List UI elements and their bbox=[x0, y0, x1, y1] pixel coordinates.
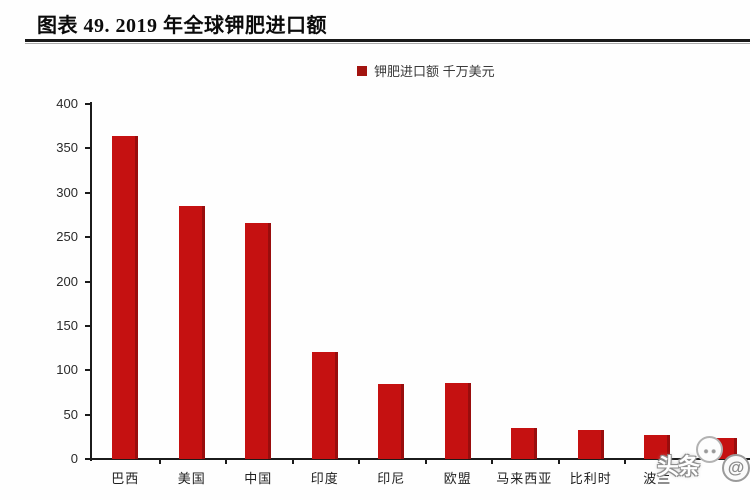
y-axis-tick bbox=[85, 413, 91, 416]
y-axis-tick bbox=[85, 280, 91, 283]
x-axis-category-label: 美国 bbox=[177, 471, 206, 486]
x-axis-category-label: 马来西亚 bbox=[496, 471, 553, 486]
x-axis-category-label: 比利时 bbox=[569, 471, 612, 486]
y-axis-tick-label: 350 bbox=[56, 140, 78, 156]
bar bbox=[511, 428, 538, 459]
x-axis-tick bbox=[158, 460, 161, 464]
x-axis-category-label: 欧盟 bbox=[443, 471, 472, 486]
bar bbox=[245, 223, 272, 459]
y-axis-tick bbox=[85, 103, 91, 105]
x-axis-category-label: 印尼 bbox=[377, 471, 406, 486]
x-axis-tick bbox=[291, 460, 294, 464]
y-axis-tick-label: 150 bbox=[56, 317, 78, 333]
bar bbox=[178, 206, 205, 459]
x-axis-tick bbox=[225, 460, 227, 464]
y-axis-tick-label: 250 bbox=[56, 229, 78, 245]
x-axis-tick bbox=[557, 460, 560, 464]
figure-title: 图表 49. 2019 年全球钾肥进口额 bbox=[37, 15, 327, 37]
y-axis-tick-label: 200 bbox=[56, 273, 78, 289]
y-axis-line bbox=[90, 102, 92, 461]
legend-marker-icon bbox=[357, 65, 367, 76]
chart-legend: 钾肥进口额 千万美元 bbox=[357, 61, 495, 80]
watermark-face-icon bbox=[696, 436, 724, 463]
watermark-at-icon: @ bbox=[722, 454, 750, 482]
y-axis-tick-label: 100 bbox=[56, 362, 78, 378]
title-divider bbox=[25, 39, 750, 44]
x-axis-category-label: 波兰 bbox=[643, 471, 672, 486]
x-axis-category-label: 巴西 bbox=[111, 471, 140, 486]
x-axis-tick bbox=[690, 460, 693, 464]
legend-label: 钾肥进口额 千万美元 bbox=[374, 64, 495, 79]
x-axis-category-label: 中国 bbox=[244, 471, 273, 486]
y-axis-tick bbox=[85, 458, 91, 460]
bar bbox=[311, 352, 338, 459]
bar bbox=[112, 136, 139, 459]
bar bbox=[577, 430, 604, 459]
y-axis-tick bbox=[85, 369, 91, 372]
x-axis-tick bbox=[491, 460, 493, 464]
bar bbox=[378, 384, 405, 459]
bar bbox=[444, 383, 471, 459]
y-axis-tick-label: 300 bbox=[56, 184, 78, 200]
bar bbox=[644, 435, 671, 459]
x-axis-tick bbox=[424, 460, 427, 464]
watermark-brand-text: 头条 bbox=[657, 454, 700, 479]
y-axis-tick bbox=[85, 324, 91, 327]
y-axis-tick bbox=[85, 236, 91, 239]
y-axis-tick-label: 400 bbox=[56, 96, 78, 111]
y-axis-tick-label: 50 bbox=[63, 406, 78, 422]
y-axis-tick-label: 0 bbox=[70, 451, 78, 466]
y-axis-tick bbox=[85, 191, 91, 194]
y-axis-tick bbox=[85, 147, 91, 150]
watermark: 头条 @ bbox=[657, 436, 750, 482]
x-axis-tick bbox=[624, 460, 626, 464]
x-axis-line bbox=[89, 458, 750, 460]
x-axis-tick bbox=[358, 460, 360, 464]
x-axis-category-label: 印度 bbox=[310, 471, 339, 486]
